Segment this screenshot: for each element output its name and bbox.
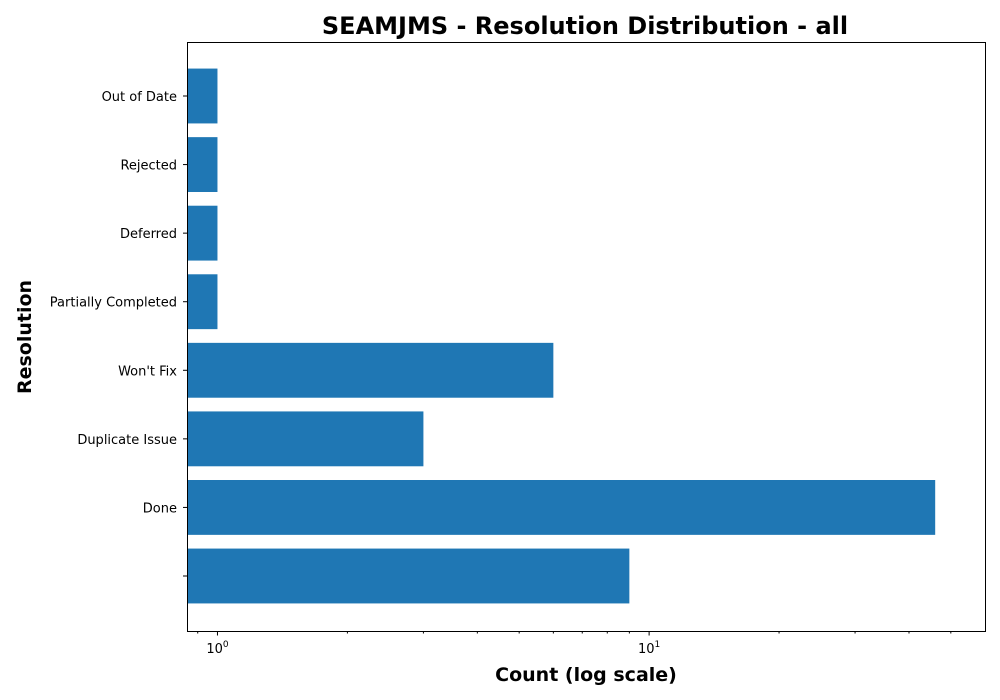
chart-title: SEAMJMS - Resolution Distribution - all [322,12,848,40]
x-axis-label: Count (log scale) [495,664,677,686]
y-tick-label: Deferred [120,227,177,242]
y-tick-label: Partially Completed [50,296,177,311]
y-tick-label: Done [143,501,177,516]
bar-won-t-fix [187,342,554,398]
y-tick-label: Won't Fix [118,364,177,379]
bar-unlabeled [187,548,630,604]
bar-rejected [187,137,218,192]
x-axis: 100 101 [197,631,952,657]
x-tick-label: 100 [206,640,229,657]
bar-partially-completed [187,274,218,330]
x-tick-label: 101 [638,640,660,657]
bars [187,68,936,604]
bar-done [187,480,936,535]
bar-out-of-date [187,68,218,124]
y-tick-label: Duplicate Issue [77,433,177,448]
bar-duplicate-issue [187,411,424,467]
y-tick-label: Out of Date [102,90,177,105]
plot-frame [187,42,986,632]
y-axis-label: Resolution [14,280,36,394]
bar-deferred [187,205,218,261]
y-axis: Done Duplicate Issue Won't Fix Partially Co… [50,90,187,577]
y-tick-label: Rejected [120,159,177,174]
